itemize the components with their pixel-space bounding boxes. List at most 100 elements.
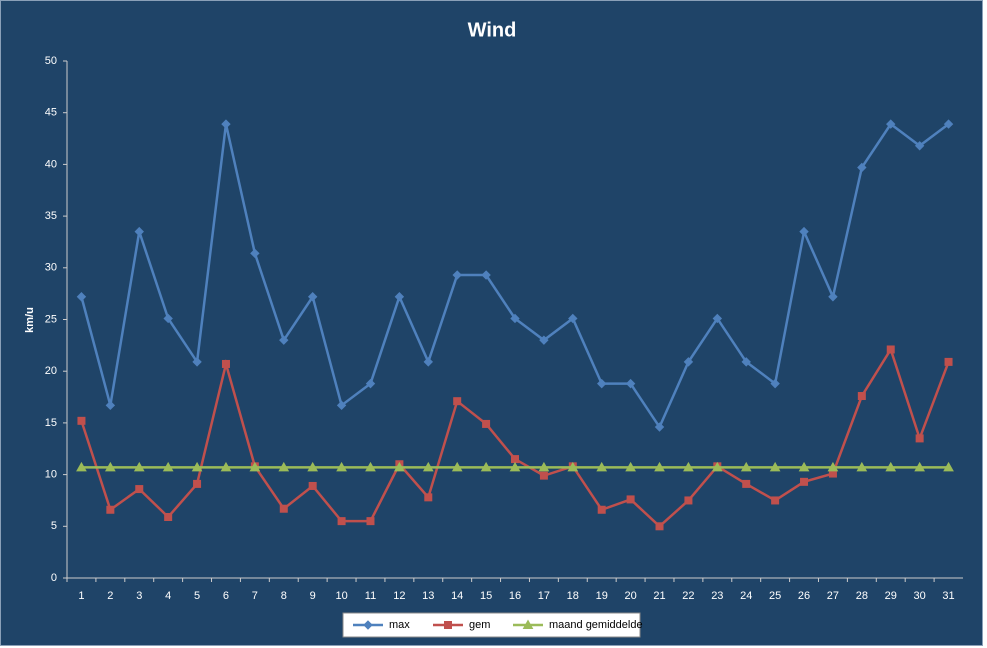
- data-point: [135, 485, 144, 494]
- data-point: [857, 162, 867, 173]
- data-point: [597, 378, 607, 389]
- data-point: [827, 461, 839, 472]
- data-point: [886, 345, 895, 354]
- data-point: [424, 493, 433, 502]
- data-point: [480, 461, 492, 472]
- data-point: [856, 461, 868, 472]
- data-point: [336, 461, 347, 472]
- x-tick-label: 15: [480, 590, 492, 602]
- data-point: [452, 270, 462, 280]
- data-point: [539, 471, 548, 480]
- x-tick-label: 14: [451, 590, 463, 602]
- data-point: [568, 313, 578, 324]
- legend-label: maand gemiddelde: [549, 619, 643, 631]
- data-point: [943, 461, 954, 472]
- data-point: [625, 461, 636, 472]
- data-point: [683, 461, 694, 472]
- data-point: [133, 461, 145, 472]
- y-tick-label: 50: [45, 55, 57, 67]
- data-point: [684, 496, 693, 505]
- data-point: [221, 119, 231, 129]
- x-tick-label: 29: [885, 590, 897, 602]
- data-point: [104, 461, 116, 472]
- data-point: [683, 357, 694, 367]
- data-point: [193, 479, 202, 488]
- data-point: [163, 313, 173, 324]
- data-point: [106, 505, 115, 514]
- data-point: [626, 495, 635, 504]
- data-point: [915, 434, 924, 443]
- data-point: [798, 461, 810, 472]
- data-point: [164, 512, 173, 521]
- chart-title: Wind: [468, 19, 517, 41]
- data-point: [944, 357, 953, 366]
- data-point: [482, 419, 491, 428]
- x-tick-label: 31: [942, 590, 954, 602]
- data-point: [221, 359, 230, 368]
- x-tick-label: 17: [538, 590, 550, 602]
- legend-marker: [522, 619, 534, 629]
- x-tick-label: 23: [711, 590, 723, 602]
- data-point: [336, 400, 347, 411]
- x-tick-label: 19: [596, 590, 608, 602]
- data-point: [394, 461, 405, 472]
- data-point: [800, 477, 809, 486]
- y-tick-label: 35: [45, 210, 57, 222]
- data-point: [279, 335, 289, 345]
- data-point: [307, 461, 319, 472]
- data-point: [77, 416, 86, 425]
- x-tick-label: 27: [827, 590, 839, 602]
- data-point: [162, 461, 174, 472]
- data-point: [249, 461, 261, 472]
- legend-label: gem: [469, 619, 490, 631]
- x-tick-label: 13: [422, 590, 434, 602]
- data-point: [740, 461, 752, 472]
- y-tick-label: 5: [51, 520, 57, 532]
- x-tick-label: 25: [769, 590, 781, 602]
- data-point: [365, 461, 376, 472]
- data-point: [597, 505, 606, 514]
- data-point: [105, 400, 116, 411]
- data-point: [509, 461, 521, 472]
- legend: [342, 612, 641, 638]
- y-tick-label: 0: [51, 572, 57, 584]
- y-tick-label: 20: [45, 365, 57, 377]
- x-tick-label: 18: [567, 590, 579, 602]
- x-tick-label: 3: [136, 590, 142, 602]
- x-tick-label: 28: [856, 590, 868, 602]
- x-tick-label: 12: [393, 590, 405, 602]
- data-point: [220, 461, 232, 472]
- x-tick-label: 24: [740, 590, 752, 602]
- x-tick-label: 6: [223, 590, 229, 602]
- data-point: [799, 226, 809, 237]
- x-tick-label: 26: [798, 590, 810, 602]
- data-point: [134, 226, 144, 237]
- legend-marker: [444, 621, 452, 629]
- data-point: [711, 461, 723, 472]
- data-point: [394, 292, 405, 302]
- data-point: [712, 313, 723, 324]
- data-point: [741, 357, 751, 367]
- data-point: [538, 461, 550, 472]
- y-tick-label: 45: [45, 107, 57, 119]
- data-point: [885, 461, 897, 472]
- data-point: [451, 461, 463, 472]
- y-tick-label: 40: [45, 158, 57, 170]
- data-point: [510, 313, 520, 324]
- legend-marker: [363, 620, 373, 630]
- data-point: [76, 292, 87, 302]
- y-tick-label: 30: [45, 262, 57, 274]
- y-tick-label: 15: [45, 417, 57, 429]
- y-tick-label: 25: [45, 313, 57, 325]
- data-point: [481, 270, 491, 280]
- data-point: [278, 461, 290, 472]
- x-tick-label: 8: [281, 590, 287, 602]
- x-tick-label: 10: [335, 590, 347, 602]
- data-point: [914, 461, 926, 472]
- data-point: [625, 378, 636, 389]
- data-point: [422, 461, 434, 472]
- data-point: [654, 461, 665, 472]
- data-point: [250, 248, 260, 259]
